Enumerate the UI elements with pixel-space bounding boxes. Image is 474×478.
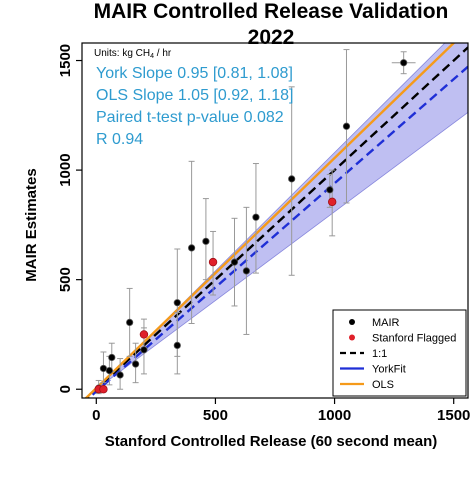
mair-point [252,213,260,221]
legend-marker [349,334,355,341]
legend-label: MAIR [372,317,400,329]
mair-point [105,367,114,375]
mair-point [326,186,334,194]
stat-line: Paired t-test p-value 0.082 [96,109,284,126]
mair-point [173,299,181,307]
y-tick-label: 0 [57,385,74,393]
mair-point [342,122,351,130]
y-axis-label: MAIR Estimates [23,168,40,281]
y-tick-label: 1500 [57,44,74,77]
mair-point [202,237,210,245]
fit-line-ols [84,43,456,398]
chart-subtitle: 2022 [248,26,295,49]
fit-line-1-1 [84,46,468,398]
y-tick-label: 1000 [57,153,74,186]
stat-line: York Slope 0.95 [0.81, 1.08] [96,65,293,82]
stats-annotations: York Slope 0.95 [0.81, 1.08] OLS Slope 1.… [96,65,293,148]
mair-point [108,353,116,362]
mair-point [242,267,251,275]
mair-point [230,258,239,266]
ticks-layer: 0 500 1000 1500 0 500 1000 1500 [57,44,470,424]
x-tick-label: 500 [203,407,228,424]
legend-label: OLS [372,379,394,391]
stat-line: OLS Slope 1.05 [0.92, 1.18] [96,87,293,104]
legend: MAIR Stanford Flagged 1:1 YorkFit OLS [332,309,467,397]
mair-point [116,371,124,379]
stanford-flagged-point [208,257,218,267]
mair-point [99,364,108,373]
legend-marker [349,319,355,325]
x-tick-label: 1000 [318,407,351,424]
chart-title: MAIR Controlled Release Validation [94,0,449,23]
plot-frame [81,42,469,399]
stanford-flagged-point [139,330,149,339]
units-label: Units: kg CH4 / hr [94,48,172,60]
mair-point [140,346,148,354]
legend-label: 1:1 [372,348,387,360]
mair-point [288,175,296,183]
mair-point [400,59,408,67]
legend-label: Stanford Flagged [372,333,456,345]
stanford-flagged-point [99,385,108,394]
mair-point [126,318,134,326]
points-layer [94,59,408,394]
mair-point [188,244,196,252]
legend-label: YorkFit [372,364,406,376]
y-tick-label: 500 [57,267,74,292]
stanford-flagged-point [327,197,337,207]
stat-line: R 0.94 [96,131,143,148]
x-tick-label: 0 [92,407,100,424]
x-axis-label: Stanford Controlled Release (60 second m… [105,433,438,450]
mair-point [132,360,140,368]
x-tick-label: 1500 [437,407,470,424]
mair-point [173,341,181,350]
